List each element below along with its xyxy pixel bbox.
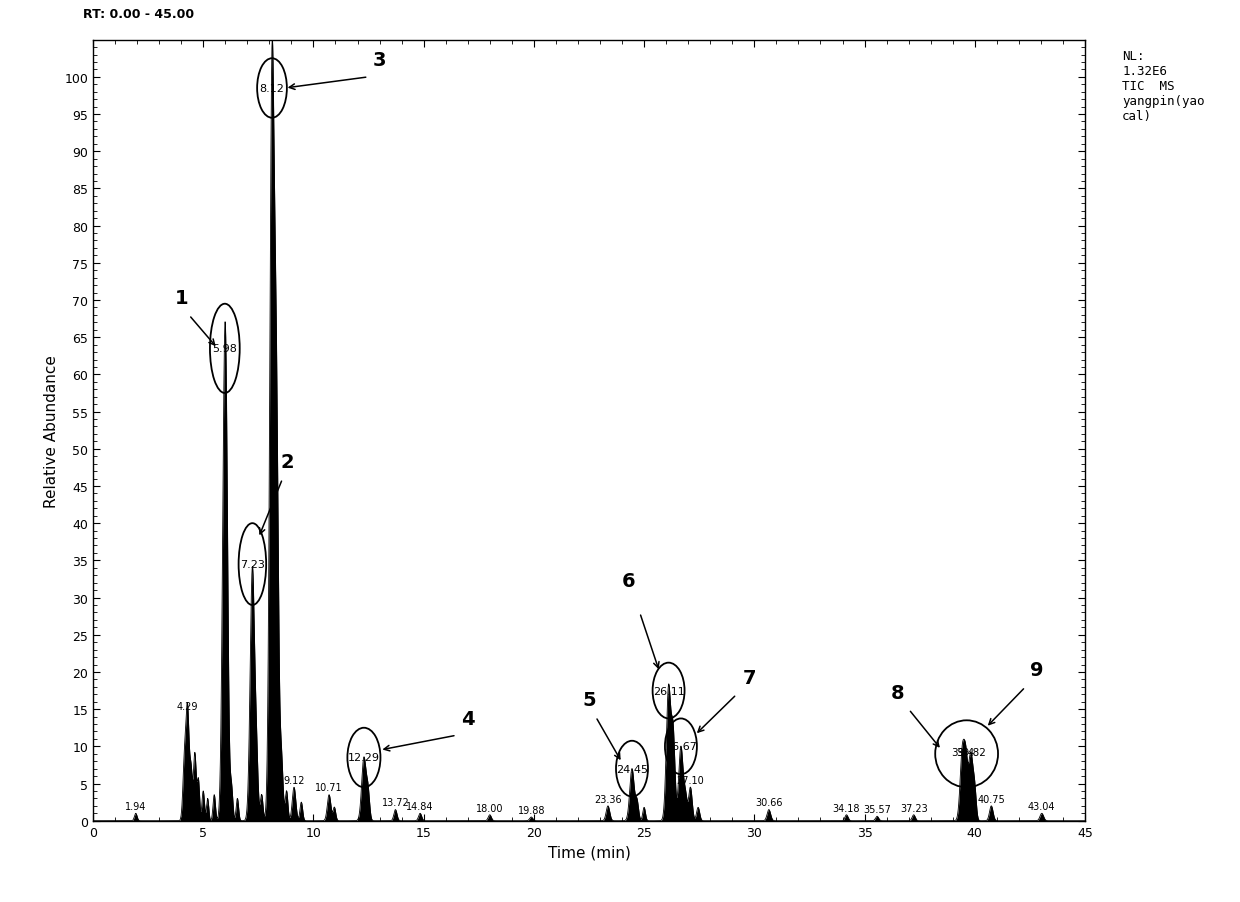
Text: RT: 0.00 - 45.00: RT: 0.00 - 45.00 (83, 8, 195, 21)
Text: 5: 5 (583, 690, 595, 709)
Text: 2: 2 (280, 453, 294, 472)
Text: 43.04: 43.04 (1028, 801, 1055, 811)
Text: NL:
1.32E6
TIC  MS
yangpin(yao
cal): NL: 1.32E6 TIC MS yangpin(yao cal) (1122, 50, 1205, 123)
X-axis label: Time (min): Time (min) (548, 844, 630, 860)
Text: 26.67: 26.67 (665, 741, 697, 751)
Text: 9: 9 (1029, 660, 1043, 679)
Text: 39.82: 39.82 (956, 748, 986, 758)
Text: 5.98: 5.98 (212, 344, 237, 354)
Text: 4.29: 4.29 (177, 701, 198, 711)
Text: 19.88: 19.88 (517, 805, 546, 815)
Text: 1.94: 1.94 (125, 801, 146, 811)
Text: 34.18: 34.18 (833, 803, 861, 813)
Text: 30.66: 30.66 (755, 797, 782, 807)
Text: 4: 4 (461, 709, 475, 728)
Text: 26.11: 26.11 (652, 686, 684, 695)
Text: 12.29: 12.29 (348, 752, 379, 763)
Text: 9.12: 9.12 (283, 775, 305, 785)
Text: 27.10: 27.10 (677, 775, 704, 785)
Text: 18.00: 18.00 (476, 803, 503, 813)
Text: 37.23: 37.23 (900, 803, 928, 813)
Text: 23.36: 23.36 (594, 794, 621, 804)
Text: 40.75: 40.75 (977, 794, 1006, 804)
Text: 14.84: 14.84 (407, 801, 434, 811)
Text: 1: 1 (175, 290, 188, 308)
Text: 10.71: 10.71 (315, 783, 343, 793)
Text: 13.72: 13.72 (382, 797, 409, 807)
Text: 39.4: 39.4 (951, 748, 975, 758)
Text: 8: 8 (890, 683, 904, 702)
Y-axis label: Relative Abundance: Relative Abundance (43, 354, 58, 507)
Text: 24.45: 24.45 (616, 764, 649, 774)
Text: 7: 7 (743, 668, 756, 687)
Text: 6: 6 (622, 572, 635, 591)
Text: 3: 3 (373, 51, 387, 70)
Text: 7.23: 7.23 (241, 559, 265, 569)
Text: 8.12: 8.12 (259, 84, 284, 94)
Text: 35.57: 35.57 (863, 805, 892, 815)
